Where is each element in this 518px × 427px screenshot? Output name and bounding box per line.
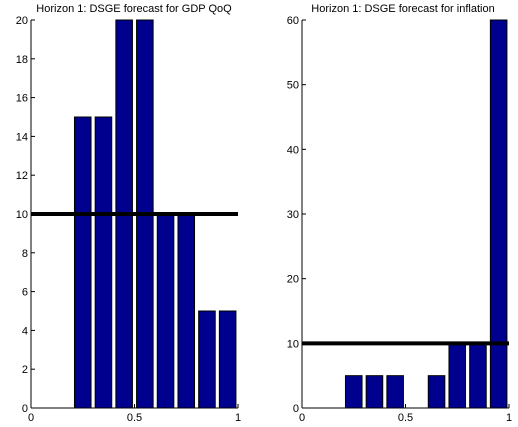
bar-inflation-9 — [469, 342, 487, 409]
bar-gdp-7 — [156, 213, 175, 409]
y-tick-label-gdp: 10 — [16, 209, 28, 221]
x-tick-label-inflation: 0 — [299, 412, 305, 424]
x-tick-label-gdp: 1 — [235, 412, 241, 424]
bar-inflation-5 — [386, 375, 404, 409]
bar-gdp-8 — [177, 213, 196, 409]
chart-inflation-panel: Horizon 1: DSGE forecast for inflation 0… — [287, 3, 512, 424]
bar-gdp-9 — [198, 310, 216, 409]
x-tick-label-gdp: 0 — [28, 412, 34, 424]
bar-inflation-4 — [365, 375, 384, 409]
bar-inflation-10 — [489, 19, 508, 409]
y-tick-label-gdp: 20 — [16, 15, 28, 27]
chart-gdp-panel: Horizon 1: DSGE forecast for GDP QoQ 0 2 4… — [16, 3, 241, 424]
y-tick-label-inflation: 50 — [287, 80, 299, 92]
chart-title-inflation: Horizon 1: DSGE forecast for inflation — [311, 3, 494, 15]
y-tick-label-inflation: 40 — [287, 144, 299, 156]
y-tick-label-gdp: 18 — [16, 54, 28, 66]
y-tick-label-inflation: 60 — [287, 15, 299, 27]
y-tick-label-inflation: 0 — [293, 403, 299, 415]
y-tick-label-inflation: 30 — [287, 209, 299, 221]
bar-inflation-7 — [427, 375, 446, 409]
bar-inflation-3 — [344, 375, 363, 409]
x-tick-label-gdp: 0.5 — [127, 412, 142, 424]
y-tick-label-inflation: 20 — [287, 274, 299, 286]
y-tick-label-gdp: 16 — [16, 93, 28, 105]
bar-gdp-4 — [94, 116, 113, 409]
bar-gdp-3 — [73, 116, 92, 409]
y-tick-label-gdp: 8 — [22, 248, 28, 260]
y-tick-label-gdp: 14 — [16, 131, 28, 143]
bar-inflation-8 — [448, 342, 467, 409]
x-tick-label-inflation: 0.5 — [398, 412, 413, 424]
y-tick-label-gdp: 4 — [22, 325, 28, 337]
y-tick-label-gdp: 0 — [22, 403, 28, 415]
x-tick-label-inflation: 1 — [506, 412, 512, 424]
bar-gdp-10 — [218, 310, 237, 409]
y-tick-label-gdp: 2 — [22, 364, 28, 376]
y-tick-label-gdp: 6 — [22, 287, 28, 299]
chart-title-gdp: Horizon 1: DSGE forecast for GDP QoQ — [36, 3, 232, 15]
y-tick-label-gdp: 12 — [16, 170, 28, 182]
y-tick-label-inflation: 10 — [287, 338, 299, 350]
